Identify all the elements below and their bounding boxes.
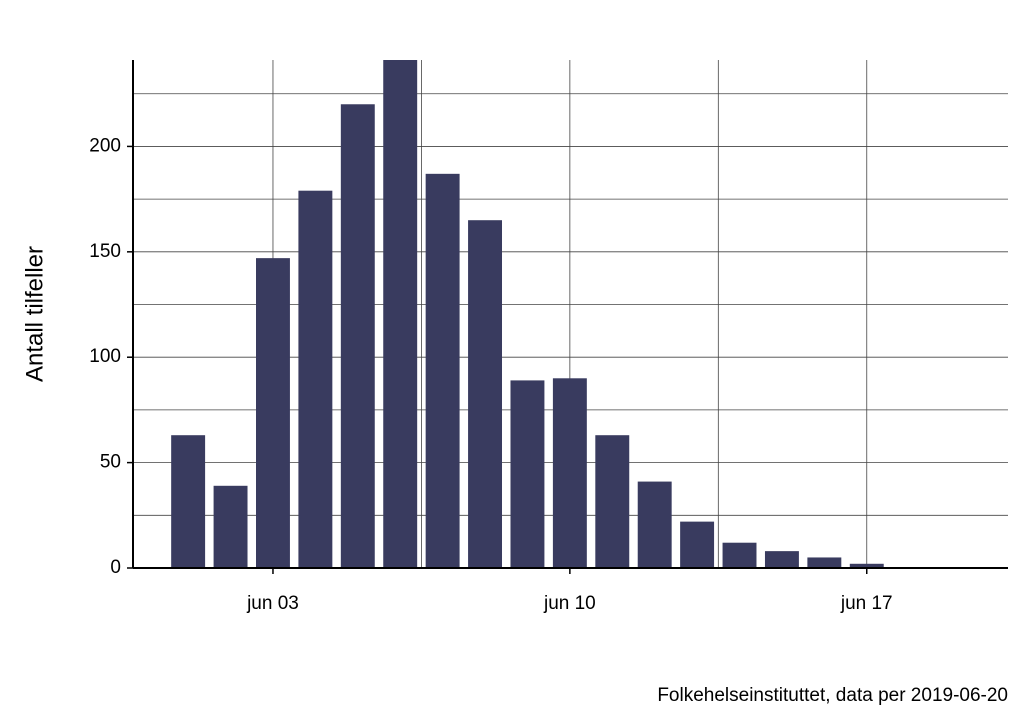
y-tick-label: 50 <box>100 452 121 473</box>
bar <box>849 563 884 568</box>
bar <box>171 435 206 568</box>
bar <box>637 481 672 568</box>
x-tick-label: jun 17 <box>840 593 893 614</box>
bar <box>552 378 587 568</box>
bar <box>340 104 375 568</box>
bar <box>298 190 333 569</box>
bar <box>510 380 545 568</box>
caption: Folkehelseinstituttet, data per 2019-06-… <box>657 685 1008 706</box>
x-tick-label: jun 10 <box>543 593 596 614</box>
bar <box>256 258 290 568</box>
y-axis-label: Antall tilfeller <box>21 246 48 382</box>
bar <box>383 60 418 568</box>
bar <box>807 557 842 568</box>
y-tick-label: 150 <box>89 241 121 262</box>
y-tick-label: 200 <box>89 135 121 156</box>
bar <box>595 435 630 568</box>
bar <box>468 220 503 569</box>
x-tick-label: jun 03 <box>246 593 299 614</box>
bar <box>425 173 460 568</box>
y-tick-label: 100 <box>89 346 121 367</box>
bar <box>722 542 757 568</box>
bar <box>680 521 715 568</box>
bar <box>213 485 248 568</box>
y-tick-label: 0 <box>110 557 121 578</box>
bar <box>764 551 799 568</box>
